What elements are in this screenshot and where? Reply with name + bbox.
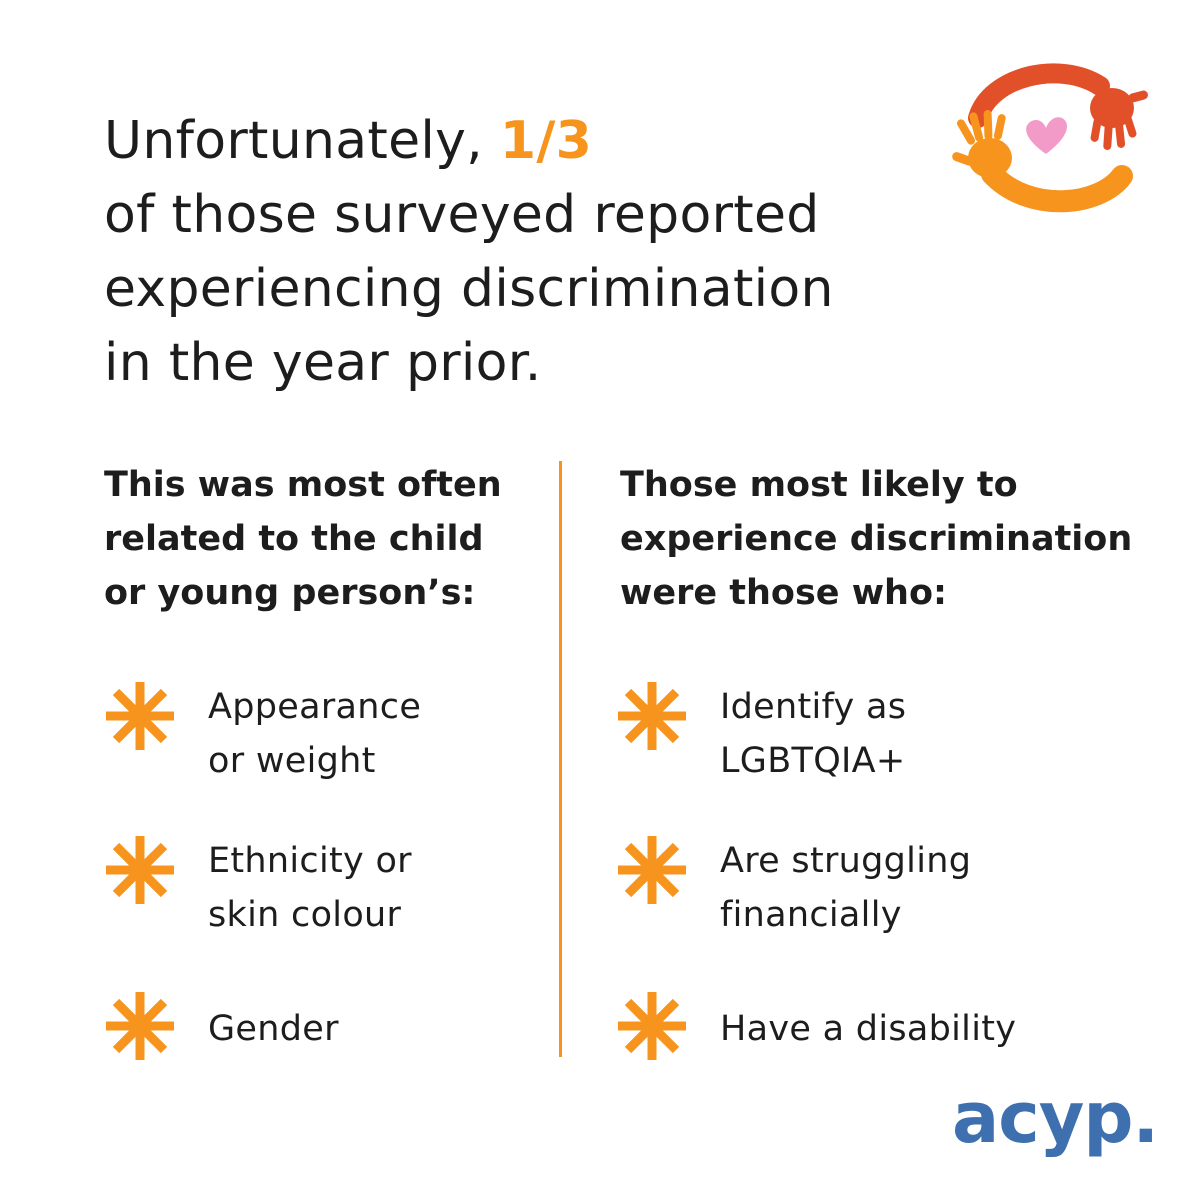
left-heading-line-3: or young person’s: (104, 573, 476, 613)
list-item-line: or weight (208, 741, 376, 781)
headline-line-2: of those surveyed reported (104, 185, 820, 245)
left-heading-line-2: related to the child (104, 519, 484, 559)
right-heading-line-2: experience discrimination (620, 519, 1133, 559)
list-item-line: financially (720, 895, 902, 935)
orange-hand (952, 110, 1012, 178)
headline-line-1: Unfortunately, 1/3 (104, 104, 944, 178)
asterisk-icon (618, 682, 686, 750)
hands-heart-logo (952, 63, 1148, 213)
asterisk-icon (106, 836, 174, 904)
list-item-line: Gender (208, 1009, 339, 1049)
headline-prefix: Unfortunately, (104, 111, 500, 171)
left-column-heading: This was most often related to the child… (104, 458, 534, 620)
headline-stat: 1/3 (499, 111, 593, 171)
asterisk-icon (106, 682, 174, 750)
list-item-line: Have a disability (720, 1009, 1017, 1049)
list-item-text: Gender (208, 1002, 339, 1056)
list-item-text: Ethnicity or skin colour (208, 834, 412, 942)
asterisk-icon (618, 992, 686, 1060)
list-item-text: Identify as LGBTQIA+ (720, 680, 906, 788)
right-heading-line-1: Those most likely to (620, 465, 1018, 505)
headline: Unfortunately, 1/3 of those surveyed rep… (104, 104, 944, 400)
list-item-line: LGBTQIA+ (720, 741, 906, 781)
asterisk-icon (106, 992, 174, 1060)
list-item-text: Have a disability (720, 1002, 1016, 1056)
brand-wordmark: acyp. (952, 1077, 1159, 1159)
headline-line-3: experiencing discrimination (104, 259, 834, 319)
asterisk-icon (618, 836, 686, 904)
list-item-line: skin colour (208, 895, 402, 935)
list-item-line: Appearance (208, 687, 422, 727)
headline-line-4: in the year prior. (104, 333, 542, 393)
list-item-text: Are struggling financially (720, 834, 971, 942)
column-divider (559, 461, 562, 1057)
right-column-heading: Those most likely to experience discrimi… (620, 458, 1180, 620)
list-item-line: Identify as (720, 687, 907, 727)
list-item-line: Ethnicity or (208, 841, 412, 881)
orange-arm-arc (981, 163, 1133, 213)
red-arm-arc (968, 63, 1110, 128)
heart-icon (1026, 117, 1068, 154)
left-heading-line-1: This was most often (104, 465, 502, 505)
list-item-line: Are struggling (720, 841, 972, 881)
red-hand (1090, 88, 1148, 150)
right-heading-line-3: were those who: (620, 573, 947, 613)
list-item-text: Appearance or weight (208, 680, 421, 788)
